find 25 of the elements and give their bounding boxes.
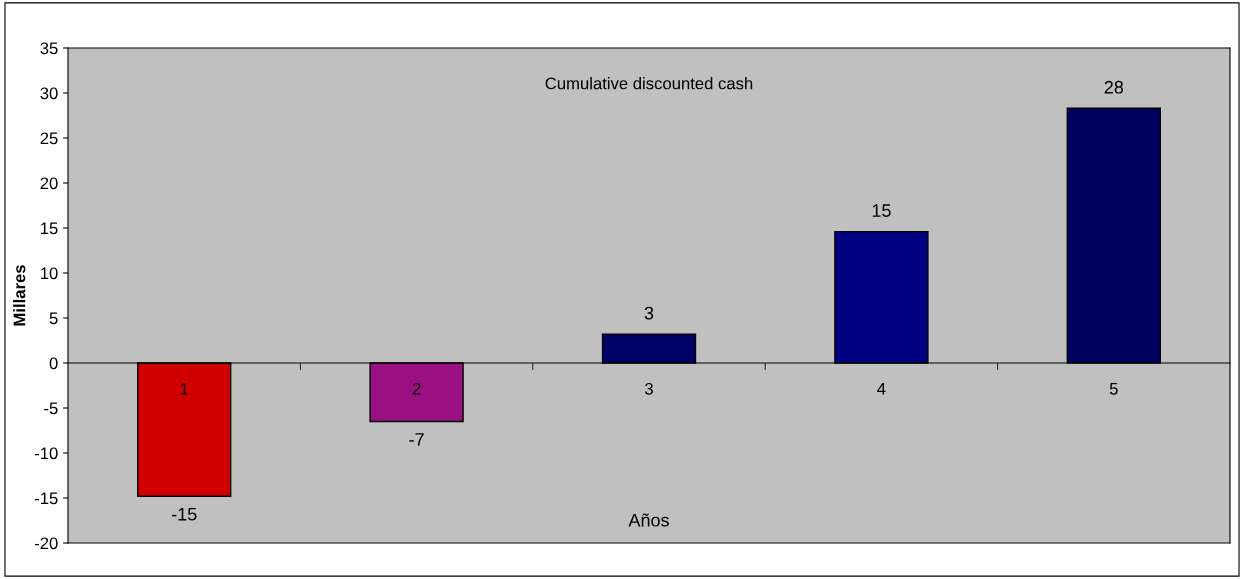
text: Cumulative discounted cash bbox=[545, 77, 753, 90]
y-tick-label: 0 bbox=[49, 357, 58, 370]
y-tick-label: -15 bbox=[34, 492, 58, 505]
data-label: -15 bbox=[171, 507, 197, 521]
y-tick-label: 30 bbox=[40, 87, 58, 100]
x-tick-label: 5 bbox=[1109, 383, 1118, 395]
y-tick-label: -5 bbox=[44, 402, 58, 415]
y-tick-label: 15 bbox=[41, 222, 58, 235]
y-tick-label: 10 bbox=[41, 267, 58, 280]
data-label: 3 bbox=[644, 306, 654, 320]
y-tick-label: 35 bbox=[40, 42, 58, 55]
y-tick-label: -20 bbox=[34, 537, 58, 550]
y-axis-title: Millares bbox=[13, 265, 26, 326]
x-tick-label: 1 bbox=[180, 383, 189, 395]
y-tick-label: 20 bbox=[40, 177, 58, 190]
y-tick-label: 5 bbox=[49, 312, 58, 325]
y-tick-label: -10 bbox=[34, 447, 58, 460]
data-label: 15 bbox=[872, 204, 891, 217]
data-label: 28 bbox=[1104, 80, 1124, 94]
x-tick-label: 3 bbox=[645, 382, 653, 395]
y-tick-label: 25 bbox=[40, 132, 58, 145]
x-tick-label: 2 bbox=[412, 382, 421, 395]
x-tick-label: 4 bbox=[877, 383, 886, 395]
data-label: -7 bbox=[409, 433, 424, 446]
x-axis-title: Años bbox=[628, 513, 669, 527]
